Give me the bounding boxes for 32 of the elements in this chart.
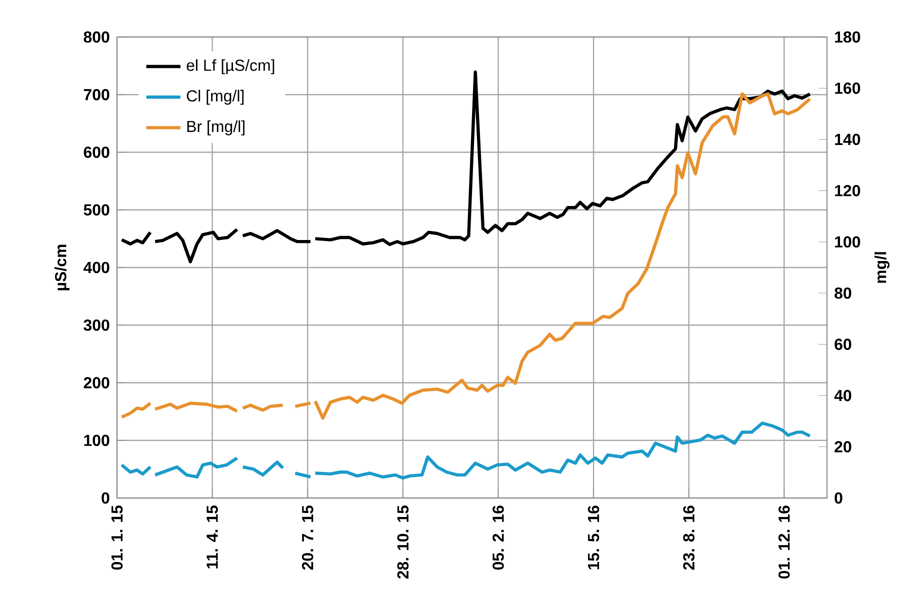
y2-tick-label: 60 bbox=[834, 338, 852, 350]
y2-tick-label: 40 bbox=[834, 390, 852, 402]
x-tick-label: 28. 10. 15 bbox=[397, 506, 409, 579]
y-tick-label: 500 bbox=[84, 204, 110, 216]
legend-label: Cl [mg/l] bbox=[186, 90, 244, 105]
y-tick-label: 300 bbox=[84, 319, 110, 331]
y2-tick-label: 0 bbox=[834, 492, 842, 504]
y-tick-label: 100 bbox=[84, 434, 110, 446]
y-tick-label: 200 bbox=[84, 377, 110, 388]
y2-tick-label: 20 bbox=[834, 441, 852, 452]
y-tick-label: 700 bbox=[84, 88, 110, 100]
x-tick-label: 01. 1. 15 bbox=[111, 506, 123, 570]
y2-axis-title: mg/l bbox=[874, 252, 890, 283]
x-tick-label: 20. 7. 15 bbox=[302, 506, 314, 570]
y-tick-label: 800 bbox=[84, 31, 110, 43]
legend-label: Br [mg/l] bbox=[187, 120, 244, 136]
y2-tick-label: 180 bbox=[835, 31, 860, 43]
y-tick-label: 400 bbox=[83, 262, 110, 274]
y2-tick-label: 100 bbox=[835, 236, 860, 248]
x-tick-label: 01. 12. 16 bbox=[778, 506, 790, 579]
y2-tick-label: 120 bbox=[835, 184, 860, 196]
x-tick-label: 11. 4. 15 bbox=[206, 506, 218, 568]
x-tick-label: 23. 8. 16 bbox=[683, 506, 695, 570]
y2-tick-label: 80 bbox=[834, 287, 852, 299]
legend-label: el Lf [µS/cm] bbox=[186, 59, 274, 74]
y2-tick-label: 140 bbox=[835, 134, 860, 146]
y-tick-label: 600 bbox=[84, 146, 110, 158]
y-axis-title: µS/cm bbox=[54, 244, 70, 290]
y2-tick-label: 160 bbox=[835, 82, 860, 94]
x-tick-label: 05. 2. 16 bbox=[492, 506, 504, 570]
x-tick-label: 15. 5. 16 bbox=[588, 506, 600, 570]
y-tick-label: 0 bbox=[102, 492, 110, 504]
